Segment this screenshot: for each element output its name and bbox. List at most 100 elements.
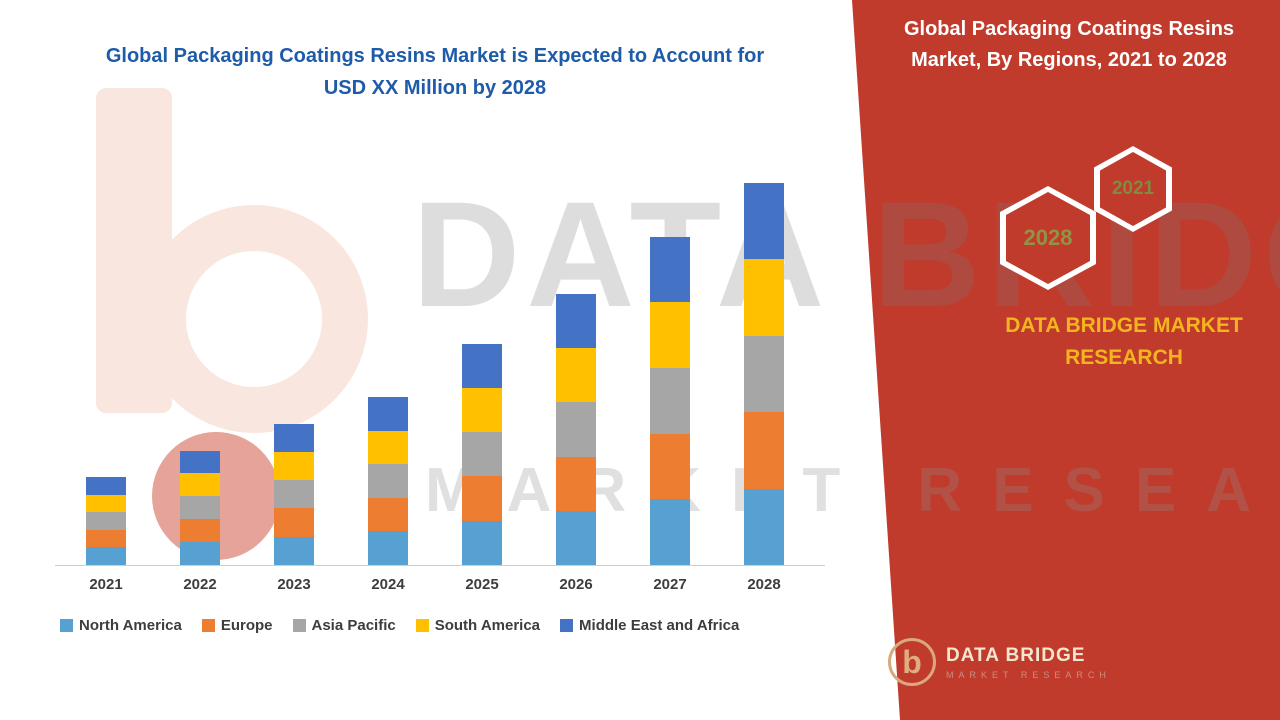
chart-legend: North America Europe Asia Pacific South Ame…: [60, 617, 739, 634]
legend-swatch: [292, 619, 306, 632]
hexagon-fill: 2028: [1006, 192, 1090, 284]
bar-2024: [368, 397, 408, 565]
bar-segment: [86, 547, 126, 565]
hexagon-fill: 2021: [1100, 152, 1166, 226]
bar-segment: [180, 473, 220, 497]
bar-segment: [274, 480, 314, 509]
logo-subtext: MARKET RESEARCH: [946, 669, 1111, 680]
x-axis-label: 2022: [183, 576, 217, 593]
x-axis-label: 2021: [89, 576, 123, 593]
bar-segment: [368, 464, 408, 498]
legend-item: Asia Pacific: [292, 617, 396, 634]
logo-circle-icon: b: [888, 638, 936, 686]
hexagon-outline: 2028: [1000, 186, 1096, 290]
hexagon-2028: 2028: [1000, 186, 1096, 290]
bar-2027: [650, 236, 690, 565]
bar-segment: [650, 367, 690, 434]
legend-label: Europe: [220, 617, 273, 634]
bar-segment: [744, 488, 784, 565]
legend-label: South America: [434, 617, 541, 634]
bar-segment: [368, 497, 408, 532]
bar-segment: [274, 423, 314, 452]
legend-item: North America: [60, 617, 182, 634]
bar-2026: [556, 294, 596, 565]
bar-segment: [556, 510, 596, 565]
bar-segment: [274, 508, 314, 537]
chart-title-line1: Global Packaging Coatings Resins Market …: [105, 45, 765, 67]
bar-segment: [556, 348, 596, 403]
legend-swatch: [560, 619, 574, 632]
legend-item: Europe: [201, 617, 273, 634]
bar-segment: [86, 494, 126, 513]
bar-segment: [180, 542, 220, 565]
bar-segment: [462, 343, 502, 388]
bar-column: [435, 343, 529, 565]
bar-segment: [274, 451, 314, 481]
bar-segment: [462, 476, 502, 521]
x-axis-labels: 2021 2022 2023 2024 2025 2026 2027 2028: [59, 576, 811, 593]
bar-2028: [744, 183, 784, 565]
legend-item: South America: [415, 617, 541, 634]
bar-column: [153, 450, 247, 565]
brand-line2: RESEARCH: [1065, 345, 1183, 369]
bar-column: [59, 477, 153, 565]
bar-segment: [368, 430, 408, 465]
bar-segment: [86, 477, 126, 495]
x-axis-label: 2023: [277, 576, 311, 593]
hexagon-year-label: 2028: [1023, 225, 1073, 250]
x-axis-label: 2027: [653, 576, 687, 593]
hexagon-year-label: 2021: [1111, 178, 1155, 199]
x-axis-label: 2024: [371, 576, 405, 593]
legend-label: North America: [79, 617, 182, 634]
bar-segment: [462, 520, 502, 565]
bar-segment: [744, 259, 784, 336]
bar-segment: [180, 496, 220, 520]
bar-2025: [462, 343, 502, 565]
bar-segment: [180, 519, 220, 543]
bar-segment: [556, 402, 596, 457]
panel-title-line1: Global Packaging Coatings Resins: [903, 18, 1235, 40]
chart-title: Global Packaging Coatings Resins Market …: [50, 40, 820, 104]
bar-column: [623, 236, 717, 565]
bar-segment: [274, 536, 314, 565]
bar-2022: [180, 450, 220, 565]
bar-segment: [650, 433, 690, 500]
logo-b-glyph: b: [902, 644, 922, 680]
red-side-panel: [852, 0, 1280, 720]
x-axis-line: [55, 565, 825, 566]
legend-swatch: [60, 619, 73, 632]
bar-segment: [744, 335, 784, 413]
bar-segment: [556, 294, 596, 349]
bar-segment: [180, 450, 220, 474]
bar-segment: [650, 499, 690, 565]
legend-swatch: [201, 619, 215, 632]
bar-segment: [462, 387, 502, 433]
bar-segment: [368, 397, 408, 431]
brand-line1: DATA BRIDGE MARKET: [1005, 314, 1243, 337]
bar-column: [529, 294, 623, 565]
legend-swatch: [415, 619, 429, 632]
bar-column: [247, 423, 341, 565]
hexagon-outline: 2021: [1094, 146, 1172, 232]
legend-label: Middle East and Africa: [579, 617, 740, 634]
hexagon-2021: 2021: [1094, 146, 1172, 232]
logo-name: DATA BRIDGE: [946, 644, 1086, 666]
bar-segment: [86, 512, 126, 530]
legend-label: Asia Pacific: [311, 617, 396, 634]
company-logo: b DATA BRIDGE MARKET RESEARCH: [888, 638, 1111, 686]
bar-segment: [744, 183, 784, 260]
stacked-bar-chart: [59, 175, 811, 565]
bar-column: [717, 183, 811, 565]
brand-text: DATA BRIDGE MARKET RESEARCH: [968, 310, 1280, 373]
bar-segment: [86, 529, 126, 548]
bar-2021: [86, 477, 126, 565]
chart-title-line2: USD XX Million by 2028: [323, 77, 547, 99]
bar-segment: [556, 456, 596, 511]
x-axis-label: 2028: [747, 576, 781, 593]
panel-title-line2: Market, By Regions, 2021 to 2028: [911, 49, 1227, 71]
bar-2023: [274, 423, 314, 565]
x-axis-label: 2026: [559, 576, 593, 593]
legend-item: Middle East and Africa: [560, 617, 739, 634]
bar-segment: [744, 412, 784, 489]
